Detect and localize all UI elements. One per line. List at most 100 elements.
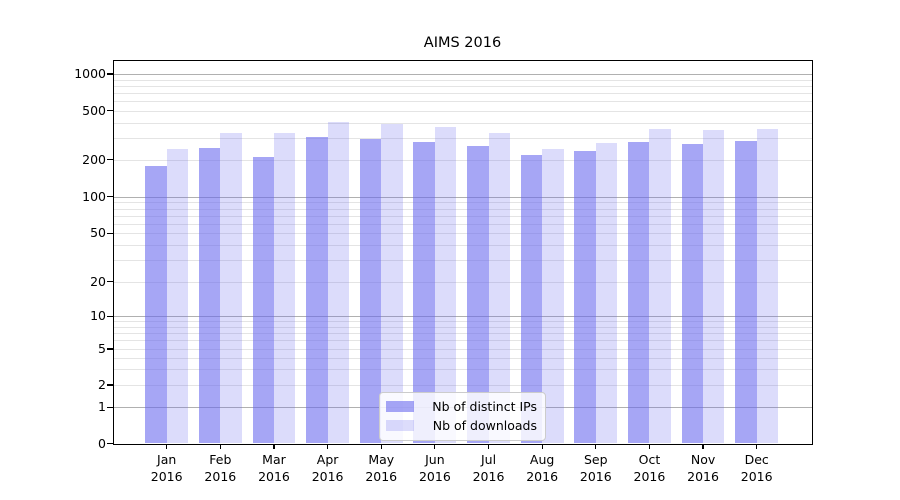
bar-nb-of-distinct-ips-jul-2016 — [467, 145, 489, 444]
legend: Nb of distinct IPs Nb of downloads — [379, 391, 546, 441]
legend-swatch-downloads — [386, 420, 414, 432]
legend-item-downloads: Nb of downloads — [386, 416, 537, 436]
gridline-major-100 — [114, 196, 812, 198]
x-tick-may-2016 — [380, 443, 382, 449]
x-tick-jul-2016 — [487, 443, 490, 449]
legend-label-downloads: Nb of downloads — [432, 418, 537, 434]
x-tick-mar-2016 — [273, 443, 275, 449]
legend-label-distinct-ips: Nb of distinct IPs — [432, 398, 537, 414]
gridline-minor-40 — [114, 245, 812, 247]
bar-nb-of-downloads-feb-2016 — [220, 133, 242, 444]
bar-nb-of-downloads-dec-2016 — [756, 129, 779, 444]
bar-nb-of-downloads-apr-2016 — [327, 122, 349, 444]
gridline-minor-50 — [114, 233, 812, 235]
gridline-minor-6 — [114, 340, 812, 342]
gridline-minor-500 — [114, 110, 812, 112]
plot-area — [113, 59, 813, 445]
gridline-minor-300 — [114, 137, 812, 139]
x-tick-label-nov-2016: Nov 2016 — [687, 452, 719, 484]
bar-nb-of-downloads-may-2016 — [381, 124, 403, 444]
y-tick-500 — [107, 110, 113, 112]
bar-nb-of-distinct-ips-oct-2016 — [628, 141, 650, 444]
bar-nb-of-distinct-ips-may-2016 — [359, 138, 382, 444]
y-tick-label-2: 2 — [98, 377, 106, 392]
bar-nb-of-distinct-ips-aug-2016 — [520, 155, 543, 444]
x-tick-label-feb-2016: Feb 2016 — [204, 452, 237, 484]
y-tick-20 — [107, 281, 113, 283]
bar-nb-of-downloads-mar-2016 — [273, 133, 296, 444]
gridline-minor-90 — [114, 202, 812, 204]
x-tick-aug-2016 — [541, 443, 543, 449]
x-tick-label-aug-2016: Aug 2016 — [526, 452, 559, 484]
y-tick-2 — [107, 384, 113, 386]
gridline-major-1000 — [114, 74, 812, 75]
bar-nb-of-downloads-oct-2016 — [649, 128, 671, 444]
gridline-minor-200 — [114, 159, 812, 161]
gridline-minor-20 — [114, 281, 812, 283]
bar-nb-of-distinct-ips-dec-2016 — [735, 141, 757, 444]
legend-item-distinct-ips: Nb of distinct IPs — [386, 397, 537, 417]
gridline-minor-5 — [114, 349, 812, 350]
bar-nb-of-downloads-jan-2016 — [166, 148, 189, 444]
y-tick-label-0: 0 — [98, 435, 106, 451]
y-tick-5 — [107, 348, 113, 350]
bar-nb-of-distinct-ips-apr-2016 — [306, 137, 328, 444]
x-tick-apr-2016 — [327, 443, 329, 449]
bar-nb-of-downloads-sep-2016 — [595, 142, 618, 444]
bar-nb-of-downloads-jul-2016 — [488, 132, 510, 444]
gridline-minor-30 — [114, 260, 812, 262]
x-tick-label-jun-2016: Jun 2016 — [418, 452, 451, 484]
x-tick-dec-2016 — [756, 443, 758, 449]
bar-nb-of-distinct-ips-feb-2016 — [198, 147, 221, 444]
bar-nb-of-distinct-ips-nov-2016 — [681, 143, 704, 444]
legend-swatch-distinct-ips — [386, 400, 414, 412]
y-tick-label-500: 500 — [82, 102, 106, 118]
x-tick-oct-2016 — [648, 443, 650, 449]
bar-nb-of-distinct-ips-jun-2016 — [413, 142, 435, 444]
gridline-minor-2 — [114, 385, 812, 386]
gridline-minor-400 — [114, 122, 812, 124]
bar-nb-of-downloads-aug-2016 — [542, 149, 564, 444]
gridline-minor-900 — [114, 79, 812, 81]
chart-title: AIMS 2016 — [423, 35, 502, 51]
x-tick-jan-2016 — [166, 443, 168, 449]
gridline-minor-9 — [114, 321, 812, 323]
gridline-minor-600 — [114, 101, 812, 103]
gridline-minor-700 — [114, 92, 812, 94]
x-tick-label-mar-2016: Mar 2016 — [258, 452, 290, 484]
x-tick-jun-2016 — [434, 443, 436, 449]
y-tick-label-5: 5 — [98, 341, 106, 356]
gridline-minor-3 — [114, 369, 812, 371]
bar-nb-of-distinct-ips-jan-2016 — [145, 166, 167, 444]
y-tick-label-100: 100 — [82, 188, 106, 204]
x-tick-label-oct-2016: Oct 2016 — [633, 452, 666, 484]
gridline-minor-70 — [114, 215, 812, 217]
x-tick-feb-2016 — [219, 443, 221, 449]
y-tick-50 — [107, 232, 113, 234]
y-tick-1 — [107, 406, 113, 408]
y-tick-label-20: 20 — [90, 273, 106, 289]
y-tick-0 — [107, 442, 113, 445]
gridline-minor-4 — [114, 357, 812, 359]
bar-nb-of-distinct-ips-mar-2016 — [252, 156, 274, 444]
x-tick-label-may-2016: May 2016 — [365, 452, 398, 484]
gridline-minor-800 — [114, 85, 812, 87]
y-tick-1000 — [107, 73, 113, 75]
y-tick-label-10: 10 — [90, 308, 106, 324]
gridline-major-10 — [114, 316, 812, 318]
y-tick-100 — [107, 196, 113, 198]
y-tick-10 — [107, 315, 113, 317]
y-tick-label-50: 50 — [90, 225, 106, 241]
x-tick-nov-2016 — [702, 443, 704, 449]
x-tick-label-apr-2016: Apr 2016 — [311, 452, 344, 484]
y-tick-label-200: 200 — [82, 151, 106, 167]
gridline-minor-7 — [114, 333, 812, 335]
x-tick-sep-2016 — [595, 443, 597, 449]
x-tick-label-jul-2016: Jul 2016 — [472, 452, 505, 484]
gridline-minor-80 — [114, 208, 812, 210]
gridline-minor-60 — [114, 223, 812, 225]
y-tick-label-1: 1 — [98, 399, 106, 415]
x-tick-label-sep-2016: Sep 2016 — [579, 452, 612, 484]
bar-nb-of-downloads-jun-2016 — [434, 126, 457, 444]
